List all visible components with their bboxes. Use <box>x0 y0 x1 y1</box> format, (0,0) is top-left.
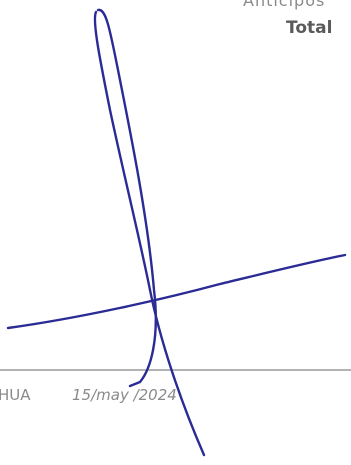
pen-stroke <box>98 10 156 386</box>
pen-stroke <box>8 255 345 328</box>
strokes <box>0 0 351 465</box>
page: Anticipos Total HUA 15/may /2024 (() => … <box>0 0 351 465</box>
pen-stroke <box>95 12 204 455</box>
